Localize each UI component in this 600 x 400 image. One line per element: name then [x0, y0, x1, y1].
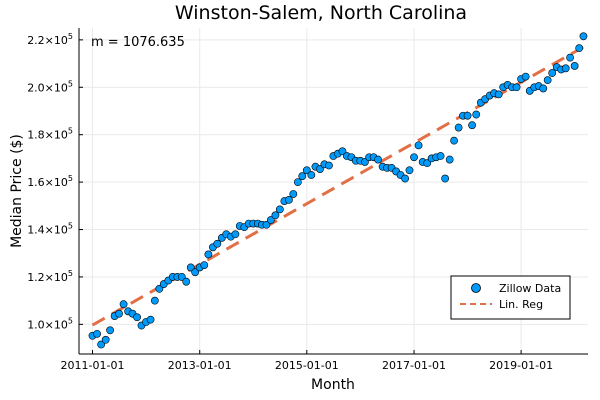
data-point [338, 147, 347, 156]
data-point [271, 211, 280, 220]
data-point [548, 69, 557, 77]
data-point [307, 171, 316, 179]
y-tick-mantissa: 1.0×10 [27, 318, 68, 331]
data-point [262, 220, 271, 229]
data-point [146, 315, 155, 324]
x-tick-label: 2015-01-01 [275, 359, 339, 372]
data-point [579, 32, 588, 41]
data-point [93, 329, 101, 338]
data-point [543, 76, 552, 85]
data-point [285, 195, 293, 204]
data-point [472, 110, 481, 119]
legend-label-zillow: Zillow Data [499, 282, 561, 295]
y-tick-mantissa: 1.2×10 [27, 271, 68, 284]
data-point [374, 155, 382, 164]
y-tick-mantissa: 2.0×10 [27, 81, 68, 94]
y-tick-exponent: 5 [68, 127, 73, 136]
y-tick-mantissa: 1.8×10 [27, 129, 68, 142]
x-tick-label: 2011-01-01 [61, 359, 125, 372]
data-point [298, 172, 307, 181]
scatter-points [88, 32, 588, 349]
data-point [200, 261, 209, 269]
data-point [450, 136, 458, 145]
data-point [423, 159, 432, 168]
data-point [115, 309, 123, 318]
y-tick-exponent: 5 [68, 79, 73, 88]
y-tick-mantissa: 1.4×10 [27, 224, 68, 237]
x-tick-label: 2017-01-01 [382, 359, 446, 372]
data-point [410, 153, 418, 162]
y-tick-label: 1.4×105 [27, 222, 73, 237]
data-point [316, 165, 324, 173]
data-point [266, 216, 275, 224]
x-ticks: 2011-01-01 2013-01-01 2015-01-01 2017-01-01… [61, 350, 553, 372]
y-axis-label: Median Price ($) [9, 134, 25, 248]
y-tick-exponent: 5 [68, 32, 73, 41]
y-tick-mantissa: 2.2×10 [27, 34, 68, 47]
data-point [566, 53, 575, 62]
data-point [182, 277, 191, 286]
data-point [561, 64, 570, 73]
legend: Zillow Data Lin. Reg [450, 275, 571, 320]
data-point [231, 230, 240, 239]
data-point [177, 273, 186, 281]
y-ticks: 1.0×1051.2×1051.4×1051.6×1051.8×1052.0×1… [27, 32, 83, 331]
data-point [119, 300, 128, 309]
data-point [445, 155, 454, 164]
y-tick-label: 1.8×105 [27, 127, 73, 142]
data-point [454, 123, 463, 132]
data-point [463, 111, 472, 120]
x-tick-label: 2013-01-01 [168, 359, 232, 372]
y-tick-exponent: 5 [68, 222, 73, 231]
y-tick-label: 2.2×105 [27, 32, 73, 47]
data-point [133, 313, 141, 322]
data-point [213, 239, 222, 248]
data-point [186, 263, 195, 272]
data-point [191, 268, 200, 277]
data-point [405, 166, 414, 175]
data-point [155, 284, 164, 293]
data-point [150, 296, 159, 305]
data-point [570, 62, 579, 70]
data-point [494, 90, 503, 99]
data-point [97, 340, 106, 349]
y-tick-exponent: 5 [68, 316, 73, 325]
y-tick-exponent: 5 [68, 174, 73, 183]
legend-box [450, 275, 571, 320]
plot-frame [78, 28, 588, 355]
data-point [325, 161, 333, 170]
y-tick-label: 1.0×105 [27, 316, 73, 331]
data-point [441, 174, 450, 183]
x-axis-label: Month [311, 377, 355, 393]
y-tick-label: 1.6×105 [27, 174, 73, 189]
data-point [401, 174, 409, 183]
data-point [512, 83, 521, 92]
slope-annotation: m = 1076.635 [91, 35, 185, 50]
data-point [106, 326, 114, 335]
data-point [436, 152, 445, 160]
y-tick-label: 2.0×105 [27, 79, 73, 94]
legend-marker-zillow [471, 283, 481, 293]
data-point [539, 84, 548, 93]
data-point [575, 44, 584, 53]
data-point [275, 205, 284, 214]
data-point [204, 250, 213, 259]
data-point [468, 121, 477, 130]
data-point [302, 166, 311, 175]
y-tick-mantissa: 1.6×10 [27, 176, 68, 189]
legend-label-linreg: Lin. Reg [499, 298, 543, 311]
data-point [293, 178, 302, 187]
y-tick-exponent: 5 [68, 269, 73, 278]
chart-title: Winston-Salem, North Carolina [175, 2, 467, 24]
data-point [521, 72, 530, 81]
data-point [289, 190, 298, 198]
x-tick-label: 2019-01-01 [489, 359, 553, 372]
data-point [414, 141, 423, 150]
data-point [101, 335, 110, 344]
y-tick-label: 1.2×105 [27, 269, 73, 284]
